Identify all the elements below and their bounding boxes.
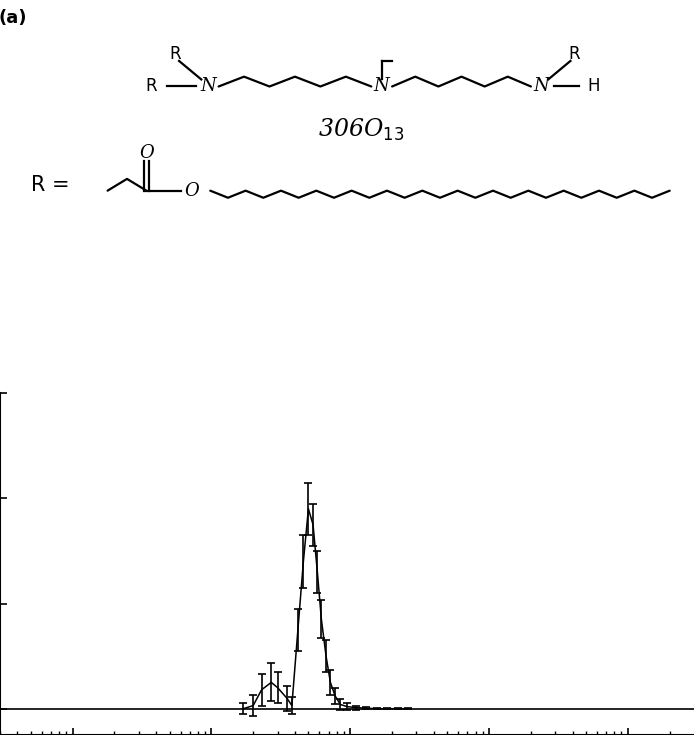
Text: O: O [184, 182, 199, 200]
Text: R: R [169, 46, 180, 63]
Text: R =: R = [31, 175, 70, 195]
Text: N: N [374, 77, 389, 96]
Text: N: N [201, 77, 216, 96]
Text: N: N [534, 77, 549, 96]
Text: (a): (a) [0, 9, 27, 26]
Text: R: R [146, 77, 157, 96]
Text: R: R [569, 46, 580, 63]
Text: 306O$_{13}$: 306O$_{13}$ [318, 117, 404, 143]
Text: O: O [139, 144, 154, 162]
Text: H: H [587, 77, 600, 96]
